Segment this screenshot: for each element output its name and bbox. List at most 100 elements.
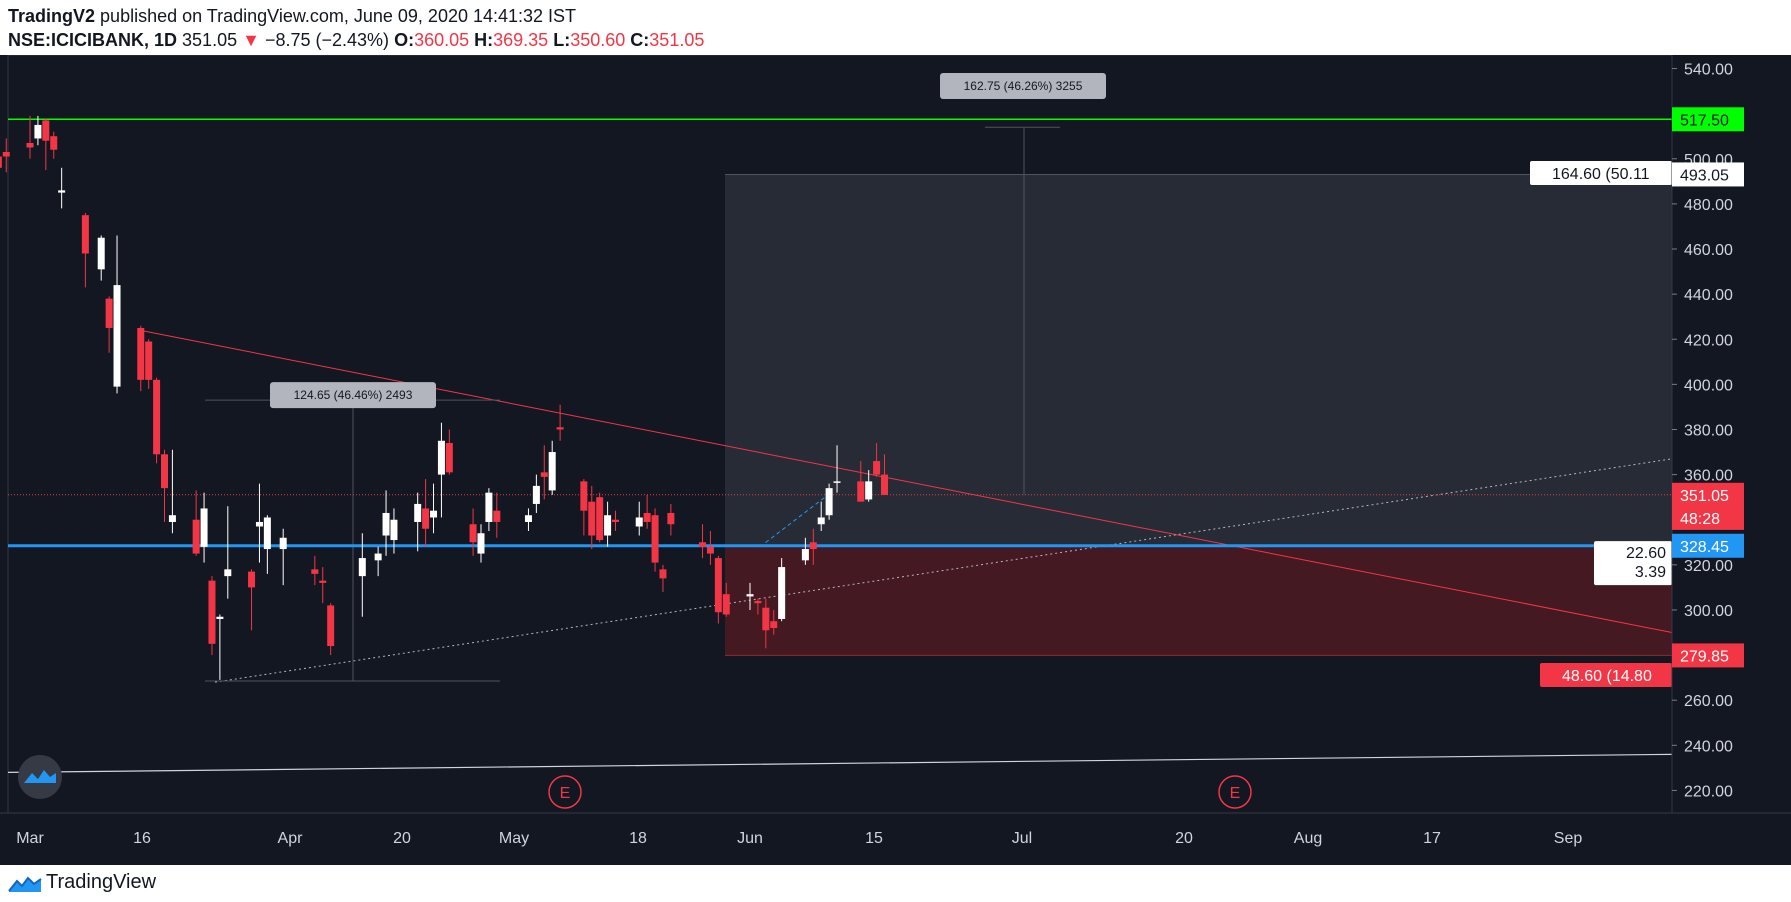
- price-tick-label: 400.00: [1684, 377, 1733, 394]
- candle: [414, 492, 422, 552]
- candle-body: [216, 616, 224, 619]
- price-tick-label: 420.00: [1684, 332, 1733, 349]
- price-change: −8.75 (−2.43%): [264, 30, 390, 50]
- entry-position-text: 22.60: [1626, 545, 1666, 562]
- chart-header: TradingV2 published on TradingView.com, …: [0, 0, 1791, 55]
- axis-label-text: 517.50: [1680, 112, 1729, 129]
- candle: [97, 235, 105, 281]
- candle: [580, 479, 588, 536]
- candle: [105, 296, 113, 353]
- candle-body: [714, 558, 722, 613]
- candlestick-chart[interactable]: 124.65 (46.46%) 2493 162.75 (46.26%) 3255…: [0, 54, 1791, 865]
- time-tick-label: Sep: [1554, 830, 1583, 847]
- candle: [706, 531, 714, 565]
- last-price: 351.05: [182, 30, 238, 50]
- candle-body: [200, 508, 208, 547]
- candle-body: [208, 580, 216, 644]
- axis-label-box: [1672, 533, 1744, 558]
- candle: [754, 598, 762, 615]
- candle-body: [746, 594, 754, 597]
- candle-body: [588, 501, 596, 536]
- axis-label-text: 328.45: [1680, 539, 1729, 556]
- close-label: C:: [630, 30, 650, 50]
- candle-body: [477, 533, 485, 554]
- candle-body: [770, 621, 778, 629]
- candle-body: [445, 443, 453, 473]
- tradingview-logo-icon[interactable]: [8, 875, 42, 893]
- support-trendline: [214, 458, 1673, 683]
- candle-body: [667, 512, 675, 525]
- candle-body: [2, 152, 10, 157]
- candle: [263, 515, 271, 574]
- candle: [809, 528, 817, 565]
- stop-position-box: [1540, 662, 1672, 687]
- logo-mark: [24, 770, 56, 783]
- candle-body: [754, 600, 762, 604]
- candle: [817, 501, 825, 532]
- candle: [604, 501, 612, 547]
- chart-area[interactable]: 124.65 (46.46%) 2493 162.75 (46.26%) 3255…: [0, 54, 1791, 865]
- candle: [485, 488, 493, 532]
- candle-body: [192, 519, 200, 554]
- entry-position-subtext: 3.39: [1635, 564, 1666, 581]
- target-position-text: 164.60 (50.11: [1552, 166, 1650, 183]
- time-tick-label: Aug: [1294, 830, 1322, 847]
- candle-body: [224, 569, 232, 577]
- candle: [611, 510, 619, 532]
- candle: [588, 485, 596, 550]
- candle-body: [469, 524, 477, 543]
- candle-body: [81, 215, 89, 254]
- time-tick-label: 15: [865, 830, 883, 847]
- candle: [216, 614, 224, 680]
- candle: [540, 445, 548, 500]
- candle: [778, 558, 786, 622]
- candle-body: [699, 542, 707, 547]
- candle-body: [706, 546, 714, 554]
- price-tick-label: 540.00: [1684, 62, 1733, 79]
- close-value: 351.05: [649, 30, 705, 50]
- candle: [168, 449, 176, 534]
- candle: [493, 492, 501, 538]
- candle-body: [145, 341, 153, 380]
- candle-body: [580, 481, 588, 511]
- time-axis: [0, 813, 1791, 865]
- price-tick-label: 260.00: [1684, 693, 1733, 710]
- symbol-label[interactable]: NSE:ICICIBANK, 1D: [8, 30, 178, 50]
- candle: [137, 325, 145, 392]
- time-tick-label: 16: [133, 830, 151, 847]
- price-tick-label: 460.00: [1684, 242, 1733, 259]
- candle: [279, 528, 287, 586]
- axis-label-text: 48:28: [1680, 511, 1720, 528]
- author-name[interactable]: TradingV2: [8, 6, 96, 26]
- stop-position-text: 48.60 (14.80: [1562, 668, 1652, 685]
- candle: [770, 609, 778, 635]
- candle-body: [635, 517, 643, 527]
- brand-name[interactable]: TradingView: [46, 871, 157, 893]
- price-tick-label: 220.00: [1684, 783, 1733, 800]
- chart-logo-icon: [18, 755, 62, 799]
- axis-price-label: 48:28: [1672, 505, 1744, 530]
- earnings-event-marker[interactable]: E: [1218, 775, 1252, 809]
- candle-body: [651, 515, 659, 563]
- candle-body: [857, 481, 865, 502]
- candle: [382, 490, 390, 556]
- time-tick-label: Apr: [278, 830, 304, 847]
- measure-label-text: 162.75 (46.26%) 3255: [964, 79, 1083, 93]
- candle: [477, 524, 485, 563]
- candle: [145, 339, 153, 389]
- axis-price-label: 493.05: [1672, 162, 1744, 187]
- earnings-event-marker[interactable]: E: [548, 775, 582, 809]
- candle: [430, 483, 438, 534]
- candle: [643, 494, 651, 529]
- candle-body: [801, 549, 809, 561]
- candle-body: [382, 512, 390, 536]
- publish-info: published on TradingView.com, June 09, 2…: [100, 6, 577, 26]
- candle: [0, 156, 2, 168]
- candle-body: [390, 519, 398, 541]
- open-label: O:: [394, 30, 415, 50]
- candle: [635, 501, 643, 536]
- candle: [255, 483, 263, 563]
- candle-body: [50, 136, 58, 150]
- time-tick-label: Mar: [16, 830, 44, 847]
- candle: [192, 490, 200, 556]
